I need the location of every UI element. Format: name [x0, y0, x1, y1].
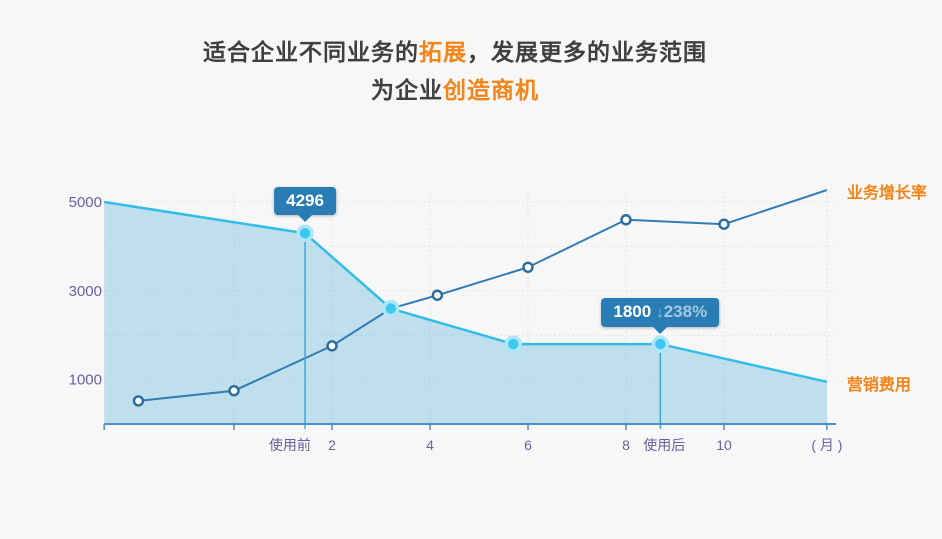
x-axis-tick-label: 10: [716, 437, 732, 453]
x-axis-tick-label: 使用后: [643, 437, 685, 453]
title-highlight-tuozhan: 拓展: [419, 39, 467, 65]
title-text: 适合企业不同业务的: [203, 39, 419, 65]
title-highlight-shangji: 创造商机: [443, 77, 539, 103]
page-title: 适合企业不同业务的拓展，发展更多的业务范围 为企业创造商机: [0, 33, 910, 109]
y-axis-tick-label: 3000: [69, 283, 102, 300]
growth-data-marker: [620, 214, 632, 226]
growth-data-marker: [228, 385, 240, 397]
x-axis-tick-label: 使用前: [269, 437, 311, 453]
x-axis-unit-label: ( 月 ): [811, 437, 842, 453]
marketing-cost-line: [103, 200, 828, 384]
title-line-2: 为企业创造商机: [0, 71, 910, 109]
y-axis-tick-label: 5000: [69, 194, 102, 211]
x-axis-tick-label: 6: [524, 437, 532, 453]
growth-data-marker: [718, 218, 730, 230]
tooltip-value: 1800: [613, 302, 652, 322]
x-axis-tick-label: 8: [622, 437, 630, 453]
cost-data-marker: [651, 335, 670, 353]
series-label-marketing-cost: 营销费用: [846, 376, 911, 394]
growth-data-marker: [326, 340, 338, 352]
title-text: ，发展更多的业务范围: [467, 39, 707, 65]
arrow-down-icon: ↓: [656, 304, 664, 322]
tooltip-after-value: 1800 ↓238%: [601, 298, 720, 335]
title-line-1: 适合企业不同业务的拓展，发展更多的业务范围: [0, 33, 910, 71]
title-text: 为企业: [371, 77, 443, 103]
cost-data-marker: [296, 224, 314, 243]
tooltip-value: 4296: [286, 191, 324, 211]
growth-data-marker: [522, 261, 534, 273]
y-axis-tick-label: 1000: [69, 372, 102, 389]
tooltip-delta: 238%: [663, 302, 708, 322]
tooltip-before-value: 4296: [274, 187, 336, 223]
cost-data-marker: [382, 299, 400, 318]
x-axis-tick-label: 2: [328, 437, 336, 453]
series-label-growth-rate: 业务增长率: [846, 185, 927, 202]
growth-data-marker: [132, 395, 145, 407]
cost-data-marker: [504, 335, 523, 353]
x-axis-tick-label: 4: [426, 437, 434, 453]
growth-data-marker: [431, 289, 444, 301]
